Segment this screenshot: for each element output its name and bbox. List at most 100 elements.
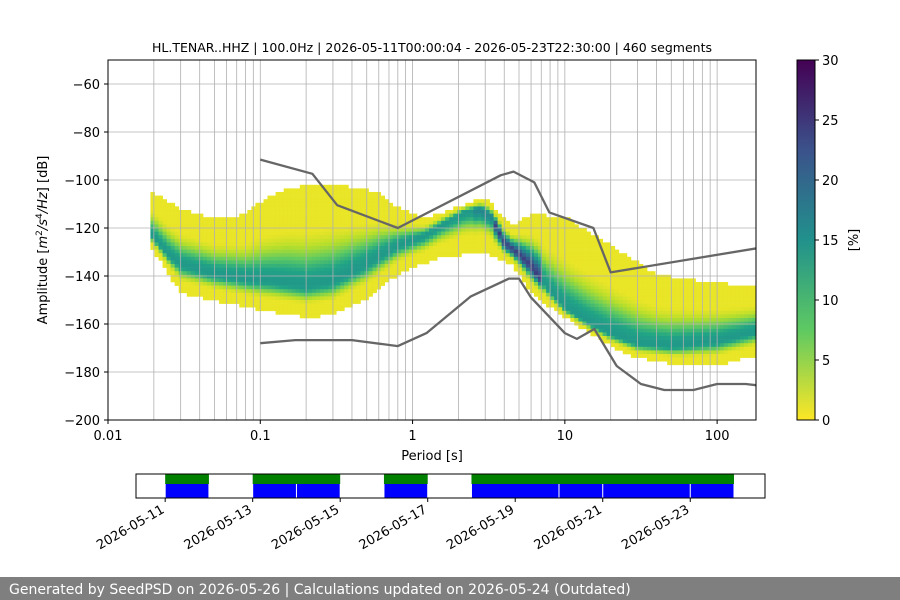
psd-cell xyxy=(699,354,704,358)
psd-cell xyxy=(546,253,551,258)
psd-cell xyxy=(271,199,276,204)
psd-cell xyxy=(638,314,644,319)
psd-cell xyxy=(735,354,741,358)
psd-cell xyxy=(469,238,474,243)
psd-cell xyxy=(558,246,563,250)
psd-cell xyxy=(594,328,599,333)
psd-cell xyxy=(618,292,624,297)
psd-cell xyxy=(457,242,462,247)
psd-cell xyxy=(158,199,163,204)
psd-cell xyxy=(529,278,535,283)
psd-cell xyxy=(727,354,733,358)
psd-cell xyxy=(699,303,704,308)
psd-cell xyxy=(231,285,236,290)
psd-cell xyxy=(433,213,438,218)
psd-cell xyxy=(360,267,365,272)
psd-cell xyxy=(570,253,575,258)
psd-cell xyxy=(170,231,176,236)
psd-cell xyxy=(667,343,672,348)
psd-cell xyxy=(671,292,676,297)
psd-cell xyxy=(271,213,276,218)
psd-cell xyxy=(642,325,648,330)
psd-cell xyxy=(703,354,708,358)
psd-cell xyxy=(747,310,753,315)
psd-cell xyxy=(332,195,337,200)
psd-cell xyxy=(255,303,260,308)
psd-cell xyxy=(340,235,345,240)
psd-cell xyxy=(324,292,329,297)
psd-cell xyxy=(295,307,301,312)
psd-cell xyxy=(505,242,511,247)
psd-cell xyxy=(263,217,268,222)
psd-cell xyxy=(747,321,753,326)
psd-cell xyxy=(570,307,575,312)
psd-cell xyxy=(194,271,200,276)
psd-cell xyxy=(279,296,285,301)
psd-cell xyxy=(299,192,305,196)
psd-cell xyxy=(182,264,188,268)
psd-cell xyxy=(182,231,188,236)
psd-cell xyxy=(348,217,353,222)
psd-cell xyxy=(602,336,608,340)
psd-cell xyxy=(291,303,297,308)
psd-cell xyxy=(663,303,668,308)
psd-cell xyxy=(542,289,547,294)
psd-cell xyxy=(610,246,616,250)
psd-cell xyxy=(279,300,285,304)
psd-cell xyxy=(239,231,244,236)
psd-cell xyxy=(332,253,337,258)
psd-cell xyxy=(239,256,244,261)
psd-cell xyxy=(602,303,608,308)
psd-cell xyxy=(578,278,583,283)
psd-cell xyxy=(533,264,539,268)
psd-cell xyxy=(324,249,329,254)
psd-cell xyxy=(400,264,406,268)
psd-cell xyxy=(743,346,749,351)
psd-cell xyxy=(622,256,628,261)
psd-cell xyxy=(247,274,252,279)
psd-cell xyxy=(320,195,325,200)
psd-cell xyxy=(344,253,349,258)
psd-cell xyxy=(295,249,301,254)
psd-cell xyxy=(352,213,357,218)
psd-cell xyxy=(574,300,579,304)
psd-cell xyxy=(469,213,474,218)
psd-cell xyxy=(590,318,595,322)
psd-cell xyxy=(219,256,224,261)
y-label-part: 4 xyxy=(35,213,45,219)
psd-cell xyxy=(211,246,216,250)
psd-cell xyxy=(574,303,579,308)
psd-cell xyxy=(429,238,434,243)
psd-cell xyxy=(223,285,228,290)
x-axis-label: Period [s] xyxy=(401,449,463,464)
colorbar-tick-label: 15 xyxy=(822,234,839,249)
psd-cell xyxy=(723,296,729,301)
psd-cell xyxy=(271,271,276,276)
psd-cell xyxy=(202,246,208,250)
psd-cell xyxy=(404,235,410,240)
psd-cell xyxy=(525,253,531,258)
psd-cell xyxy=(638,332,644,337)
psd-cell xyxy=(715,357,721,362)
psd-cell xyxy=(231,242,236,247)
psd-cell xyxy=(299,184,305,189)
psd-cell xyxy=(687,289,692,294)
psd-cell xyxy=(655,314,660,319)
psd-cell xyxy=(477,231,482,236)
y-tick-label: −200 xyxy=(64,414,100,429)
psd-cell xyxy=(324,206,329,211)
psd-cell xyxy=(360,199,365,204)
psd-cell xyxy=(445,210,450,214)
psd-cell xyxy=(509,238,515,243)
psd-cell xyxy=(533,246,539,250)
psd-cell xyxy=(562,310,567,315)
psd-cell xyxy=(586,242,591,247)
psd-cell xyxy=(336,210,341,214)
psd-cell xyxy=(566,303,571,308)
psd-cell xyxy=(283,292,289,297)
timeline-tick-label: 2026-05-19 xyxy=(444,502,517,553)
psd-cell xyxy=(582,289,587,294)
psd-cell xyxy=(255,220,260,225)
psd-cell xyxy=(743,332,749,337)
psd-cell xyxy=(315,256,321,261)
